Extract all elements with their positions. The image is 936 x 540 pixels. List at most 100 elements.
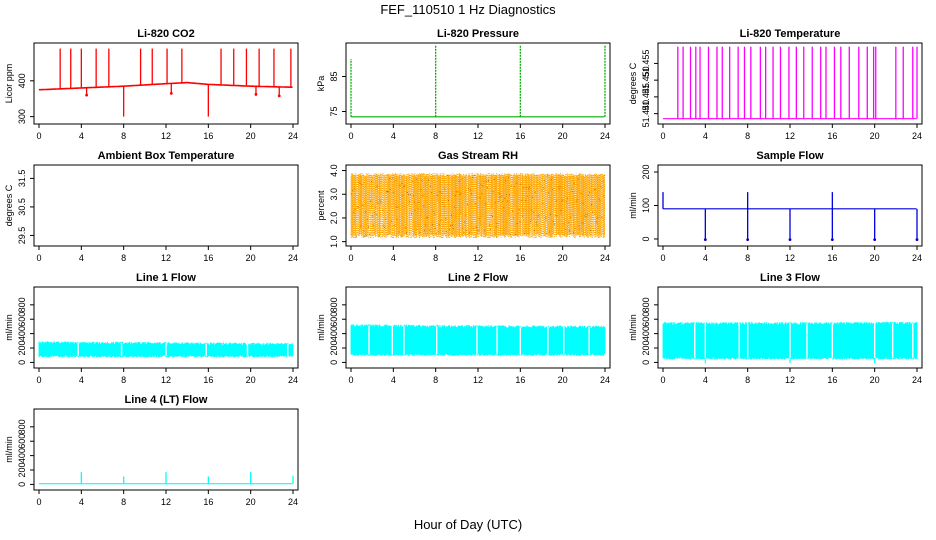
y-tick-label: 600 [329, 312, 339, 327]
series-dots [351, 174, 606, 237]
y-tick-label: 29.5 [17, 227, 27, 245]
x-tick-label: 20 [870, 375, 880, 385]
x-tick-label: 16 [203, 375, 213, 385]
x-tick-label: 0 [660, 253, 665, 263]
panel-title: Li-820 CO2 [137, 28, 194, 40]
x-tick-label: 4 [79, 375, 84, 385]
y-axis-label: degrees C [4, 184, 14, 226]
y-tick-label: 51.445 [641, 83, 651, 111]
series-dip-point [746, 238, 750, 242]
x-tick-label: 24 [600, 253, 610, 263]
x-tick-label: 12 [473, 253, 483, 263]
x-tick-label: 0 [348, 131, 353, 141]
x-tick-label: 8 [433, 253, 438, 263]
x-tick-label: 12 [473, 375, 483, 385]
x-tick-label: 0 [36, 375, 41, 385]
y-tick-label: 400 [17, 448, 27, 463]
y-axis-label: percent [316, 190, 326, 221]
y-tick-label: 600 [641, 312, 651, 327]
y-tick-label: 85 [329, 71, 339, 81]
x-tick-label: 16 [827, 253, 837, 263]
x-tick-label: 8 [121, 375, 126, 385]
x-tick-label: 0 [36, 253, 41, 263]
x-tick-label: 12 [785, 131, 795, 141]
x-tick-label: 12 [161, 497, 171, 507]
x-tick-label: 16 [203, 497, 213, 507]
x-tick-label: 24 [288, 253, 298, 263]
series-dip-point [254, 93, 258, 96]
x-tick-label: 20 [558, 375, 568, 385]
y-tick-label: 30.5 [17, 198, 27, 216]
y-tick-label: 400 [17, 73, 27, 88]
x-tick-label: 8 [745, 375, 750, 385]
plot-frame [657, 42, 923, 125]
y-tick-label: 100 [641, 198, 651, 213]
y-tick-label: 0 [329, 360, 339, 365]
y-axis-label: kPa [316, 76, 326, 92]
x-tick-label: 20 [246, 253, 256, 263]
series-line [662, 321, 918, 364]
panel-licor-temperature: Li-820 Temperature 0 4 8 12 16 20 24 51.44051.44… [628, 28, 923, 141]
y-tick-label: 51.450 [641, 66, 651, 94]
x-tick-label: 4 [391, 253, 396, 263]
y-tick-label: 800 [641, 297, 651, 312]
series-dip-point [788, 238, 792, 242]
x-tick-label: 20 [558, 253, 568, 263]
y-tick-label: 800 [329, 297, 339, 312]
x-tick-label: 24 [288, 375, 298, 385]
x-tick-label: 20 [870, 253, 880, 263]
series-band [350, 172, 606, 239]
x-tick-label: 4 [391, 375, 396, 385]
y-tick-label: 0 [641, 360, 651, 365]
x-tick-label: 4 [79, 253, 84, 263]
y-tick-label: 600 [17, 312, 27, 327]
x-tick-label: 24 [912, 253, 922, 263]
series-line [663, 46, 918, 120]
x-tick-label: 12 [161, 131, 171, 141]
y-tick-label: 400 [641, 326, 651, 341]
y-axis-label: ml/min [4, 436, 14, 463]
x-tick-label: 8 [433, 375, 438, 385]
x-tick-label: 8 [121, 131, 126, 141]
panel-title: Ambient Box Temperature [98, 150, 235, 162]
x-tick-label: 20 [558, 131, 568, 141]
series-band [350, 324, 606, 356]
panel-title: Li-820 Pressure [437, 28, 519, 40]
x-tick-label: 20 [246, 131, 256, 141]
x-tick-label: 0 [348, 253, 353, 263]
panel-line4-flow: Line 4 (LT) Flow 0 4 8 12 16 20 24 0 200400600800… [4, 394, 299, 507]
x-tick-label: 12 [161, 253, 171, 263]
panel-title: Line 4 (LT) Flow [125, 394, 208, 406]
x-tick-label: 20 [246, 375, 256, 385]
x-tick-label: 4 [79, 131, 84, 141]
y-axis-label: degrees C [628, 62, 638, 104]
x-tick-label: 8 [121, 253, 126, 263]
x-tick-label: 8 [745, 131, 750, 141]
y-tick-label: 800 [17, 419, 27, 434]
x-tick-label: 12 [785, 253, 795, 263]
x-tick-label: 8 [121, 497, 126, 507]
y-tick-label: 200 [641, 340, 651, 355]
y-tick-label: 800 [17, 297, 27, 312]
panel-title: Gas Stream RH [438, 150, 518, 162]
x-tick-label: 12 [785, 375, 795, 385]
series-trace [38, 81, 293, 91]
panel-title: Line 3 Flow [760, 272, 820, 284]
y-axis-label: Licor ppm [4, 64, 14, 104]
x-tick-label: 24 [288, 131, 298, 141]
series-dip-point [830, 238, 834, 242]
y-axis-label: ml/min [628, 192, 638, 219]
x-tick-label: 24 [912, 131, 922, 141]
x-tick-label: 0 [660, 375, 665, 385]
x-tick-label: 8 [745, 253, 750, 263]
y-tick-label: 75 [329, 106, 339, 116]
figure-xlabel: Hour of Day (UTC) [413, 517, 523, 532]
x-tick-label: 4 [703, 253, 708, 263]
panel-line2-flow: Line 2 Flow 0 4 8 12 16 20 24 0 200400600800ml/mi… [316, 272, 611, 385]
y-axis-label: ml/min [4, 314, 14, 341]
x-tick-label: 16 [827, 131, 837, 141]
x-tick-label: 12 [473, 131, 483, 141]
series-dip-point [703, 238, 707, 242]
